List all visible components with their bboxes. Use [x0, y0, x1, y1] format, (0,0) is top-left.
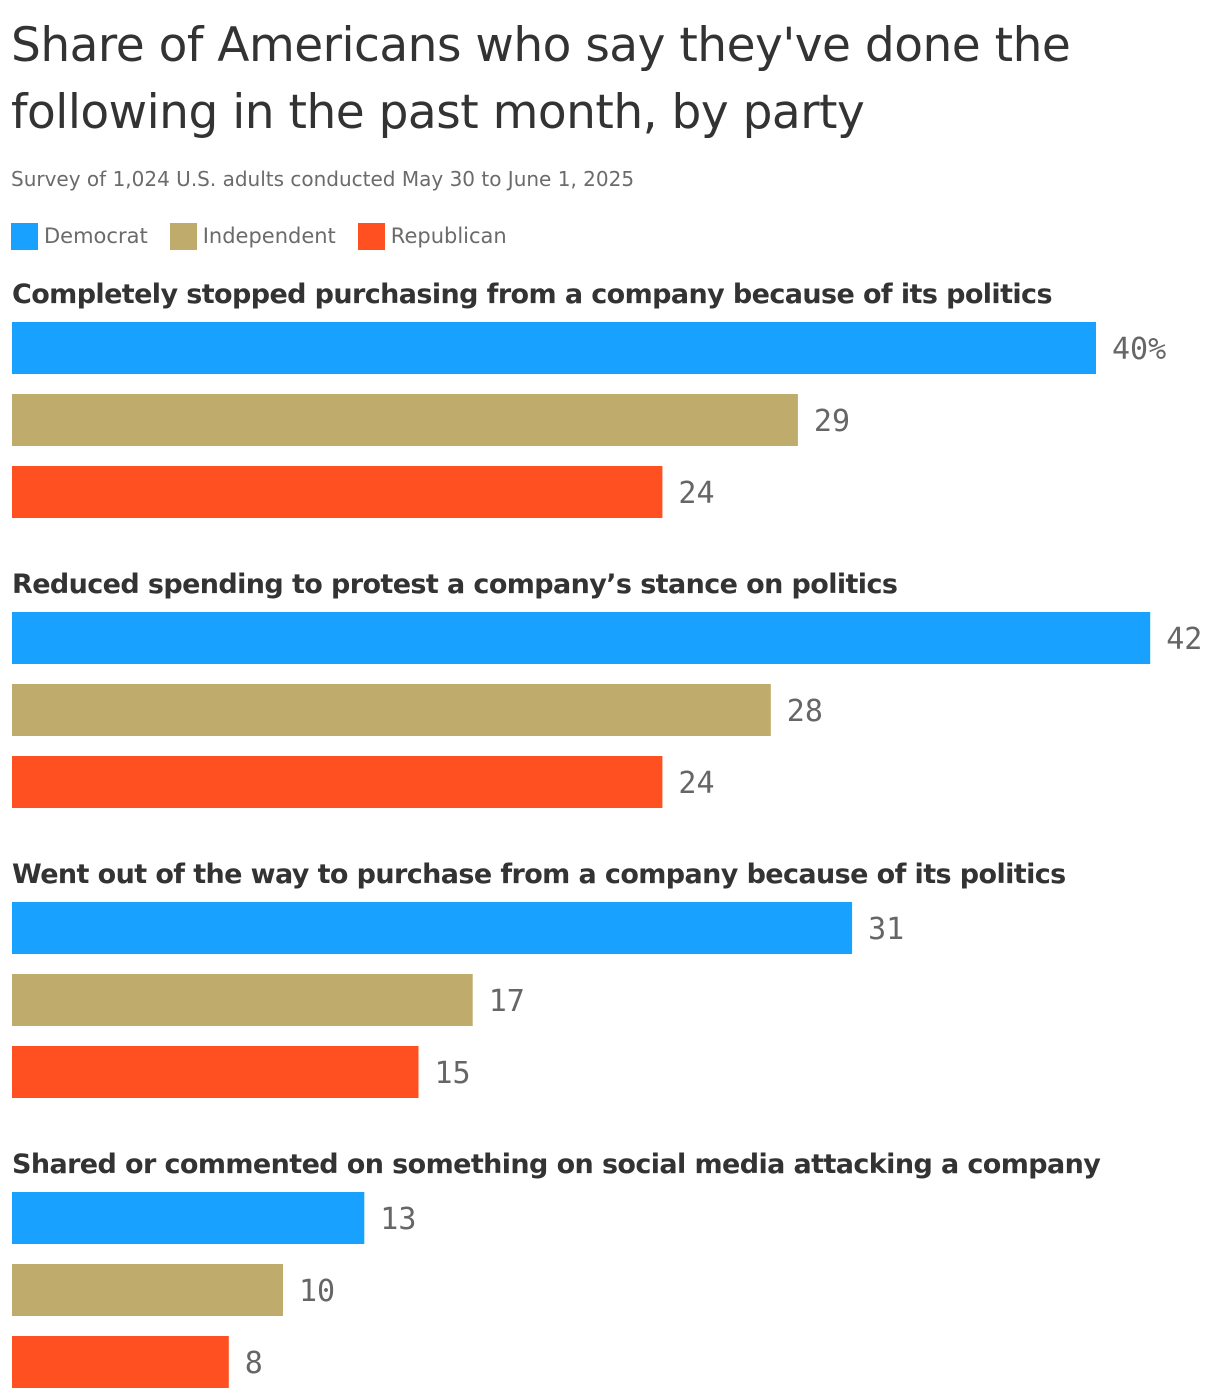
legend-label-independent: Independent [202, 224, 336, 248]
chart-subtitle: Survey of 1,024 U.S. adults conducted Ma… [11, 167, 635, 191]
bar-democrat [12, 902, 853, 954]
legend: Democrat Independent Republican [11, 222, 529, 250]
bar-independent [12, 1264, 283, 1316]
bar-republican [12, 466, 663, 518]
group-title: Shared or commented on something on soci… [12, 1149, 1101, 1180]
group-title: Went out of the way to purchase from a c… [12, 859, 1066, 890]
bar-independent [12, 394, 798, 446]
legend-swatch-republican [357, 222, 385, 250]
group-title: Completely stopped purchasing from a com… [12, 279, 1052, 310]
legend-swatch-democrat [11, 222, 38, 250]
value-label: 31 [868, 912, 904, 947]
value-label: 29 [814, 404, 850, 439]
chart-title: Share of Americans who say they've done … [11, 18, 1071, 140]
value-label: 10 [299, 1274, 335, 1309]
group-title: Reduced spending to protest a company’s … [12, 569, 897, 600]
legend-item-republican: Republican [357, 222, 507, 250]
value-label: 42 [1166, 622, 1202, 657]
legend-item-democrat: Democrat [11, 222, 148, 250]
legend-label-republican: Republican [390, 224, 507, 248]
bar-democrat [12, 1192, 365, 1244]
bar-republican [12, 756, 663, 808]
bar-independent [12, 974, 473, 1026]
bar-republican [12, 1046, 419, 1098]
value-label: 24 [678, 476, 714, 511]
bar-independent [12, 684, 771, 736]
bar-democrat [12, 612, 1151, 664]
bar-democrat [12, 322, 1096, 374]
value-label: 40% [1112, 332, 1166, 367]
value-label: 28 [787, 694, 823, 729]
value-label: 15 [435, 1056, 471, 1091]
legend-label-democrat: Democrat [44, 224, 148, 248]
legend-swatch-independent [169, 222, 197, 250]
value-label: 8 [245, 1346, 263, 1381]
value-label: 17 [489, 984, 525, 1019]
legend-item-independent: Independent [169, 222, 336, 250]
value-label: 13 [380, 1202, 416, 1237]
bar-republican [12, 1336, 229, 1388]
value-label: 24 [678, 766, 714, 801]
